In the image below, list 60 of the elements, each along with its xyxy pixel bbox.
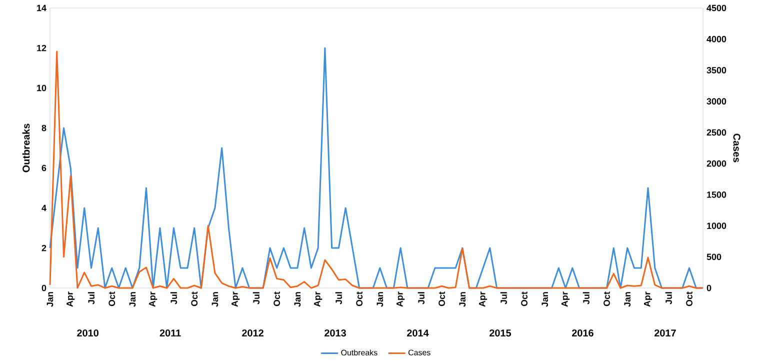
text: 2014 [407, 329, 429, 337]
y2-tick-label: 1000 [707, 222, 726, 229]
x-tick-label: Jan [459, 292, 466, 307]
x-tick-label: Oct [521, 292, 528, 306]
y2-tick-label: 2500 [706, 129, 726, 136]
x-tick-label: Apr [149, 292, 158, 307]
x-tick-label: Oct [274, 292, 280, 306]
x-tick-label: Jul [500, 292, 507, 304]
x-tick-label: Jan [376, 292, 384, 307]
x-tick-label: Jul [582, 292, 590, 304]
x-tick-label: Jul [88, 292, 95, 304]
x-tick-label: Jan [294, 292, 301, 307]
x-tick-label: Oct [108, 292, 116, 306]
y2-tick-label: 1500 [707, 191, 726, 198]
y-tick-label: 12 [37, 44, 46, 52]
text: 2013 [324, 329, 346, 337]
x-tick-label: Jan [624, 292, 631, 307]
y2-tick-label: 4500 [706, 4, 726, 12]
y2-tick-label: 4000 [706, 36, 726, 42]
text: 2017 [654, 329, 676, 337]
y-tick-label: 4 [42, 204, 46, 212]
x-tick-label: Apr [396, 292, 405, 307]
y-tick-label: 10 [37, 84, 46, 92]
x-tick-label: Apr [562, 292, 570, 307]
y-tick-label: 0 [42, 284, 46, 292]
y-tick-label: 14 [37, 4, 46, 12]
x-tick-label: Jan [46, 292, 54, 307]
text: 2011 [160, 329, 181, 337]
text: 2015 [489, 329, 512, 337]
y2-tick-label: 500 [706, 254, 722, 260]
x-tick-label: Oct [191, 292, 198, 306]
y2-tick-label: 0 [706, 284, 712, 292]
x-tick-label: Oct [686, 292, 692, 306]
y-axis-title: Outbreaks [22, 124, 30, 172]
x-tick-label: Oct [356, 292, 362, 306]
y2-axis-title: Cases [733, 134, 740, 162]
text: 2012 [242, 329, 264, 337]
x-tick-label: Jan [212, 292, 218, 307]
y2-tick-label: 3000 [706, 98, 726, 105]
x-tick-label: Jan [542, 292, 548, 307]
x-tick-label: Jul [665, 292, 672, 304]
y-tick-label: 2 [42, 244, 46, 252]
text: 2010 [77, 329, 98, 337]
x-tick-label: Apr [479, 292, 488, 307]
text: 2016 [572, 329, 594, 337]
x-tick-label: Oct [604, 292, 610, 306]
x-tick-label: Jul [252, 292, 260, 304]
x-tick-label: Oct [438, 292, 445, 306]
y2-tick-label: 3500 [706, 67, 726, 74]
x-tick-label: Jul [170, 292, 178, 304]
x-tick-label: Jul [335, 292, 342, 304]
x-tick-label: Jan [129, 292, 136, 307]
y-tick-label: 8 [42, 124, 46, 132]
x-tick-label: Apr [66, 292, 75, 307]
x-tick-label: Apr [314, 292, 322, 307]
x-tick-label: Jul [418, 292, 424, 304]
x-tick-label: Apr [644, 292, 652, 307]
y-tick-label: 6 [42, 164, 46, 172]
x-tick-label: Apr [232, 292, 240, 307]
y2-tick-label: 2000 [706, 160, 726, 167]
